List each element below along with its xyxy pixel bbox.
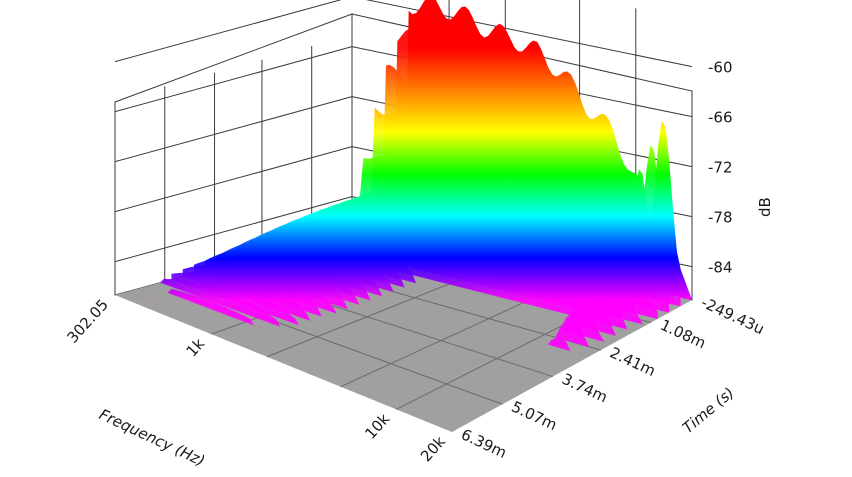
grid-line (114, 196, 353, 263)
frequency-axis-title: Frequency (Hz) (96, 405, 207, 470)
surface-slice (171, 272, 510, 401)
time-tick-label: -249.43u (698, 293, 767, 338)
surface-slice (182, 264, 521, 395)
frequency-tick-label: 20k (417, 432, 449, 465)
surface-slice (115, 295, 452, 432)
grid-line (114, 96, 353, 163)
grid-line (114, 46, 353, 113)
frequency-tick-label: 1k (183, 335, 209, 361)
db-tick-labels: -60 -66 -72 -78 -84 (708, 59, 733, 277)
db-tick-label: -84 (708, 259, 733, 277)
surface-slice (137, 288, 475, 420)
time-tick-label: 1.08m (658, 316, 709, 353)
db-tick-label: -72 (708, 159, 733, 177)
frequency-tick-label: 10k (361, 410, 393, 443)
surface-slice (160, 278, 498, 407)
time-tick-label: 2.41m (607, 343, 658, 380)
back-wall-left-grid (114, 0, 353, 282)
time-tick-label: 5.07m (509, 398, 560, 435)
surface-slice (126, 291, 464, 426)
surface-slice (306, 156, 647, 326)
surface-slice (148, 285, 487, 414)
time-axis-title: Time (s) (679, 384, 738, 437)
time-tick-label: 3.74m (559, 370, 610, 407)
frequency-tick-label: 302.05 (63, 296, 112, 347)
spectral-surface (115, 0, 692, 432)
db-axis-title: dB (756, 197, 774, 217)
time-tick-label: 6.39m (458, 425, 509, 462)
db-tick-label: -60 (708, 59, 733, 77)
db-tick-label: -78 (708, 209, 733, 227)
grid-line (114, 146, 353, 213)
grid-line (114, 0, 342, 63)
db-tick-label: -66 (708, 109, 733, 127)
